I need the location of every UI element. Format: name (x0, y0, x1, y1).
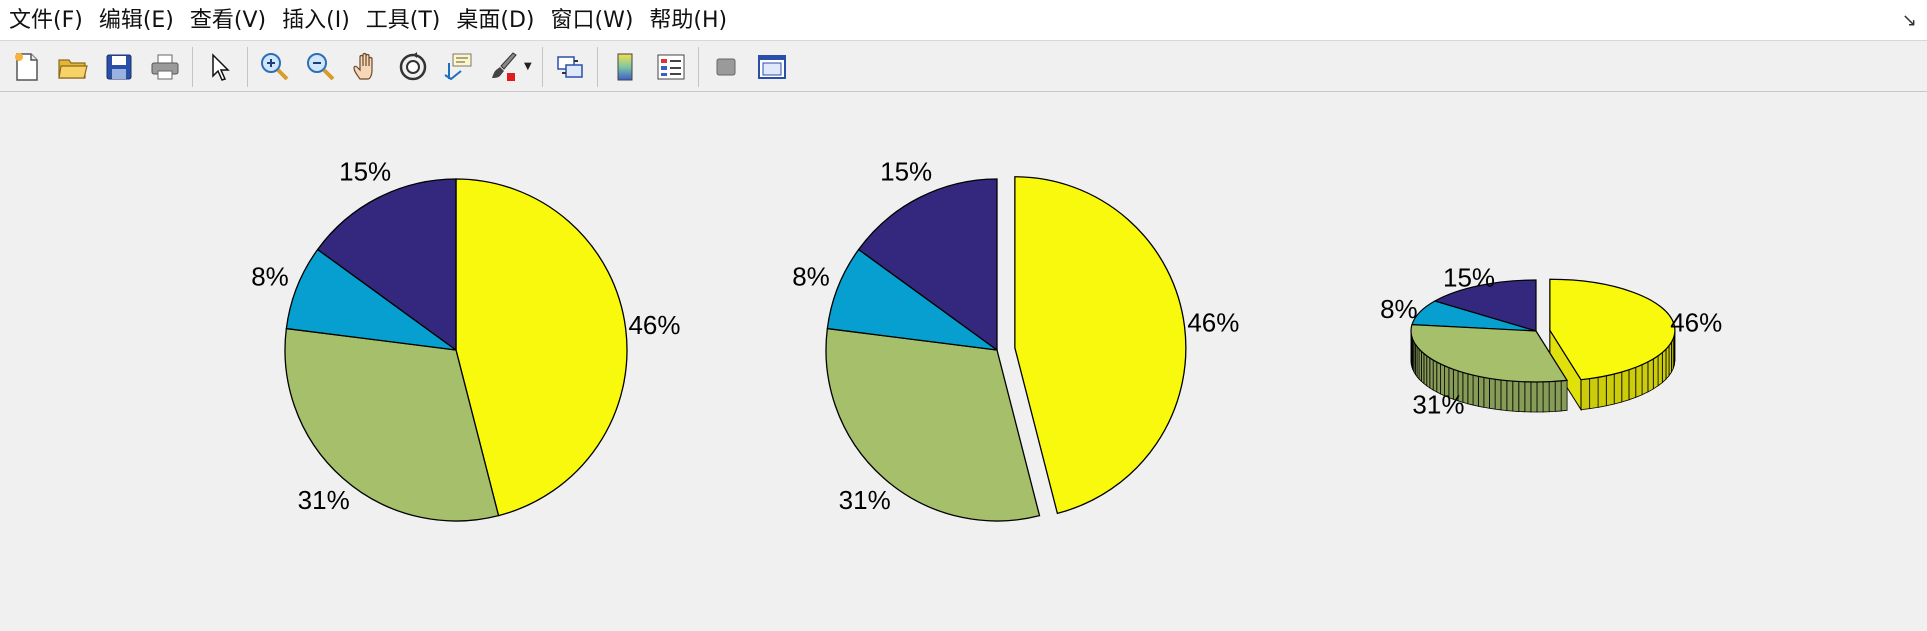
pie-slice-label: 46% (1670, 308, 1722, 338)
pie3d-wall-yellow (1598, 376, 1606, 408)
pie3d-wall-green (1427, 356, 1430, 388)
brush-icon[interactable] (485, 47, 525, 87)
pie3d-wall-green (1525, 382, 1531, 412)
toolbar-separator (247, 47, 248, 87)
pie3d-wall-green (1495, 379, 1501, 410)
pie3d-wall-yellow (1614, 372, 1622, 404)
pie3d-wall-green (1484, 377, 1490, 408)
pie3d-wall-yellow (1636, 365, 1642, 398)
pie3d-wall-green (1537, 382, 1543, 412)
pie-slice-label: 15% (1443, 262, 1495, 292)
pie3d-wall-green (1531, 382, 1537, 412)
pie-slice-label: 46% (1187, 308, 1239, 338)
legend-icon[interactable] (651, 47, 691, 87)
pie3d-wall-green (1424, 354, 1427, 386)
figure-toolbar: ▼ (0, 42, 1927, 92)
pie3d-wall-green (1433, 360, 1437, 392)
pie3d-wall-green (1478, 376, 1483, 407)
pie-chart-2d: 46% 31% 8% 15% (251, 157, 680, 521)
pie-slice-label: 15% (339, 157, 391, 187)
menu-file[interactable]: 文件(F) (2, 0, 90, 41)
pie3d-wall-green (1468, 374, 1473, 405)
hide-plot-tools-icon[interactable] (706, 47, 746, 87)
pie3d-wall-green (1489, 378, 1495, 409)
rotate-3d-icon[interactable] (393, 47, 433, 87)
pie-slice-label: 31% (839, 485, 891, 515)
toolbar-separator (698, 47, 699, 87)
new-figure-icon[interactable] (7, 47, 47, 87)
menu-desktop[interactable]: 桌面(D) (449, 0, 541, 41)
pie3d-wall-green (1430, 358, 1433, 390)
show-plot-tools-icon[interactable] (752, 47, 792, 87)
pie3d-wall-green (1501, 380, 1507, 411)
pie3d-wall-yellow (1662, 349, 1666, 382)
pie3d-wall-yellow (1629, 367, 1636, 399)
pie3d-wall-yellow (1581, 379, 1590, 410)
menu-insert[interactable]: 插入(I) (275, 0, 357, 41)
pointer-icon[interactable] (200, 47, 240, 87)
zoom-out-icon[interactable] (301, 47, 341, 87)
pie3d-wall-yellow (1666, 346, 1669, 379)
pie-slice-label: 8% (792, 261, 830, 291)
menu-bar: 文件(F) 编辑(E) 查看(V) 插入(I) 工具(T) 桌面(D) 窗口(W… (0, 0, 1927, 41)
menu-tools[interactable]: 工具(T) (359, 0, 448, 41)
toolbar-separator (542, 47, 543, 87)
pie3d-wall-green (1519, 382, 1525, 412)
pie3d-wall-green (1473, 375, 1478, 406)
pan-hand-icon[interactable] (347, 47, 387, 87)
link-plot-icon[interactable] (550, 47, 590, 87)
pie3d-wall-yellow (1622, 370, 1629, 402)
pie3d-wall-green (1561, 380, 1567, 411)
pie3d-wall-yellow (1606, 374, 1614, 406)
pie3d-wall-green (1549, 381, 1555, 411)
pie3d-wall-yellow (1590, 377, 1598, 408)
pie3d-wall-yellow (1653, 356, 1658, 389)
figure-canvas: 46% 31% 8% 15% 46% 31% 8% 15% 46% 31% 8% 15% (0, 93, 1927, 627)
pie3d-wall-green (1507, 381, 1513, 412)
pie3d-wall-green (1543, 382, 1549, 412)
pie-slice-label: 46% (628, 310, 680, 340)
open-file-icon[interactable] (53, 47, 93, 87)
pie-slice-label: 15% (880, 157, 932, 187)
dock-arrow-icon[interactable]: ↘ (1902, 10, 1917, 31)
toolbar-separator (597, 47, 598, 87)
pie-slice-label: 31% (1412, 389, 1464, 419)
pie-slice-yellow (1015, 177, 1186, 514)
pie-chart-3d-exploded: 46% 31% 8% 15% (1380, 262, 1722, 419)
pie-chart-2d-exploded: 46% 31% 8% 15% (792, 157, 1239, 521)
pie-charts: 46% 31% 8% 15% 46% 31% 8% 15% 46% 31% 8% 15% (0, 93, 1927, 627)
colorbar-icon[interactable] (605, 47, 645, 87)
pie-slice-label: 31% (298, 485, 350, 515)
pie3d-wall-green (1513, 381, 1519, 411)
menu-window[interactable]: 窗口(W) (544, 0, 641, 41)
pie3d-wall-yellow (1648, 359, 1653, 392)
data-cursor-icon[interactable] (439, 47, 479, 87)
toolbar-separator (192, 47, 193, 87)
zoom-in-icon[interactable] (255, 47, 295, 87)
brush-dropdown-icon[interactable]: ▼ (524, 61, 532, 72)
menu-view[interactable]: 查看(V) (183, 0, 273, 41)
pie-slice-label: 8% (1380, 294, 1418, 324)
menu-help[interactable]: 帮助(H) (642, 0, 734, 41)
pie3d-wall-green (1555, 381, 1561, 411)
print-icon[interactable] (145, 47, 185, 87)
pie-slice-label: 8% (251, 261, 289, 291)
menu-edit[interactable]: 编辑(E) (92, 0, 181, 41)
save-icon[interactable] (99, 47, 139, 87)
pie3d-wall-yellow (1642, 362, 1648, 395)
pie3d-wall-yellow (1658, 353, 1662, 386)
